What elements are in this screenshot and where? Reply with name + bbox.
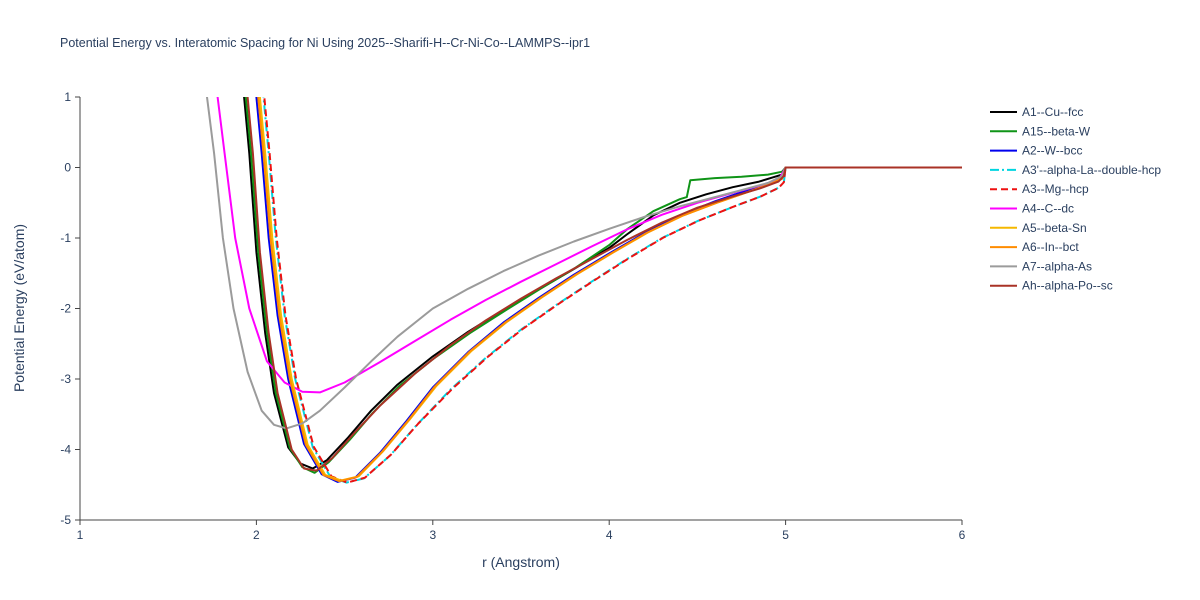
legend-item[interactable]: Ah--alpha-Po--sc	[990, 279, 1113, 293]
legend-item[interactable]: A2--W--bcc	[990, 144, 1082, 158]
series-line-A1--Cu--fcc	[243, 97, 962, 470]
x-tick-label: 4	[606, 528, 613, 542]
y-tick-label: -4	[60, 443, 71, 457]
legend-label: A3--Mg--hcp	[1022, 182, 1089, 196]
legend-label: A4--C--dc	[1022, 202, 1074, 216]
legend-item[interactable]: A4--C--dc	[990, 202, 1074, 216]
legend-item[interactable]: A15--beta-W	[990, 124, 1091, 138]
series-line-A6--In--bct	[257, 97, 962, 483]
x-tick-label: 3	[429, 528, 436, 542]
legend-label: A15--beta-W	[1022, 124, 1091, 138]
x-tick-label: 2	[253, 528, 260, 542]
x-tick-label: 6	[959, 528, 966, 542]
x-tick-label: 1	[77, 528, 84, 542]
y-tick-label: -1	[60, 231, 71, 245]
legend-item[interactable]: A3--Mg--hcp	[990, 182, 1089, 196]
series-line-A15--beta-W	[244, 97, 962, 474]
chart-title: Potential Energy vs. Interatomic Spacing…	[60, 36, 590, 50]
legend-item[interactable]: A3'--alpha-La--double-hcp	[990, 163, 1161, 177]
x-axis-label: r (Angstrom)	[482, 554, 560, 570]
legend-label: A3'--alpha-La--double-hcp	[1022, 163, 1161, 177]
legend-label: A7--alpha-As	[1022, 259, 1092, 273]
legend-item[interactable]: A1--Cu--fcc	[990, 105, 1083, 119]
legend-label: A2--W--bcc	[1022, 144, 1082, 158]
series-line-A4--C--dc	[216, 97, 962, 394]
legend-label: A1--Cu--fcc	[1022, 105, 1083, 119]
legend: A1--Cu--fcc A15--beta-W A2--W--bcc A3'--alp…	[990, 105, 1161, 293]
legend-label: A6--In--bct	[1022, 240, 1079, 254]
y-tick-label: -3	[60, 372, 71, 386]
y-tick-label: 0	[64, 161, 71, 175]
legend-label: A5--beta-Sn	[1022, 221, 1087, 235]
x-tick-label: 5	[782, 528, 789, 542]
y-axis-label: Potential Energy (eV/atom)	[11, 224, 27, 392]
series-line-A7--alpha-As	[205, 97, 962, 430]
series-line-A5--beta-Sn	[258, 97, 962, 482]
legend-item[interactable]: A6--In--bct	[990, 240, 1079, 254]
series-line-A2--W--bcc	[255, 97, 962, 483]
legend-item[interactable]: A7--alpha-As	[990, 259, 1092, 273]
axes: 1 2 3 4 5 6 1 0 -1 -2 -3 -4 -5	[60, 90, 965, 542]
series-lines	[205, 97, 962, 484]
legend-item[interactable]: A5--beta-Sn	[990, 221, 1087, 235]
series-line-Ah--alpha-Po--sc	[246, 97, 962, 472]
series-line-A3--Mg--hcp	[263, 97, 962, 484]
y-tick-label: -5	[60, 513, 71, 527]
legend-label: Ah--alpha-Po--sc	[1022, 279, 1113, 293]
y-tick-label: 1	[64, 90, 71, 104]
y-tick-label: -2	[60, 302, 71, 316]
